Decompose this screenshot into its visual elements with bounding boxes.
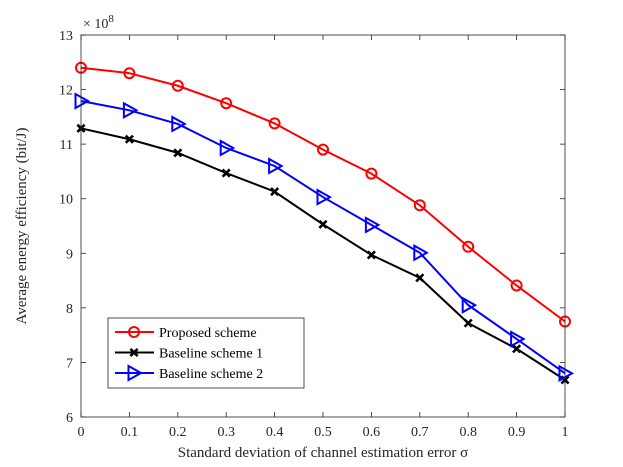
data-point [74, 92, 91, 110]
data-point [512, 344, 522, 354]
legend-label: Baseline scheme 2 [159, 367, 263, 382]
legend-label: Baseline scheme 1 [159, 347, 263, 362]
x-axis-label: Standard deviation of channel estimation… [178, 445, 469, 461]
y-tick-label: 9 [66, 247, 73, 262]
data-point [316, 188, 333, 206]
x-tick-label: 0 [78, 425, 85, 440]
data-point [221, 168, 231, 178]
y-tick-label: 13 [59, 29, 73, 44]
data-point [415, 273, 425, 283]
x-tick-label: 0.9 [508, 425, 526, 440]
legend-marker [129, 347, 139, 358]
y-axis-multiplier: × 108 [83, 13, 114, 32]
data-point [413, 199, 426, 212]
series-line [80, 100, 566, 375]
data-point [173, 148, 183, 158]
legend: Proposed scheme Baseline scheme 1 Baseline… [107, 317, 305, 389]
x-tick-label: 0.3 [217, 425, 235, 440]
series-2 [76, 123, 570, 385]
x-tick-label: 0.5 [314, 425, 332, 440]
data-point [122, 101, 139, 120]
x-tick-label: 0.7 [411, 425, 429, 440]
y-tick-label: 11 [60, 138, 73, 153]
legend-marker [128, 326, 140, 338]
data-point [510, 279, 523, 292]
data-point [366, 250, 376, 260]
legend-marker [127, 364, 144, 382]
x-tick-label: 0.6 [363, 425, 381, 440]
x-tick-label: 0.4 [266, 425, 284, 440]
legend-entry: Proposed scheme [115, 326, 257, 341]
legend-entry: Baseline scheme 2 [115, 364, 263, 382]
data-point [124, 134, 134, 144]
data-point [558, 364, 575, 383]
data-point [317, 143, 329, 156]
series-line [80, 66, 566, 323]
x-tick-label: 0.8 [459, 425, 477, 440]
data-point [123, 67, 136, 80]
y-tick-label: 6 [66, 411, 73, 426]
legend-entry: Baseline scheme 1 [115, 347, 263, 362]
data-point [268, 117, 281, 130]
x-tick-label: 1 [562, 425, 569, 440]
data-point [171, 79, 184, 92]
data-point [463, 318, 473, 328]
y-tick-label: 12 [59, 84, 73, 99]
series-3 [74, 92, 575, 383]
data-point [171, 115, 187, 133]
legend-label: Proposed scheme [159, 326, 257, 341]
data-point [220, 97, 233, 110]
data-point [462, 240, 475, 253]
y-tick-label: 8 [66, 302, 73, 317]
x-tick-label: 0.1 [121, 425, 139, 440]
data-point [219, 139, 236, 157]
data-point [270, 187, 280, 197]
data-point [413, 244, 429, 262]
data-point [461, 296, 478, 314]
data-point [365, 167, 378, 180]
data-point [510, 330, 526, 348]
x-tick-label: 0.2 [169, 425, 187, 440]
y-axis-label: Average energy efficiency (bit/J) [14, 128, 30, 325]
y-tick-label: 10 [59, 193, 73, 208]
data-point [364, 216, 381, 234]
axes-layer: 0 0.1 0.2 0.3 0.4 0.5 0.6 0.7 0.8 0.9 1 6 7 8 9 10 11 12 1… [59, 29, 569, 440]
data-point [318, 219, 328, 229]
y-tick-label: 7 [66, 356, 73, 371]
data-point [268, 157, 284, 175]
